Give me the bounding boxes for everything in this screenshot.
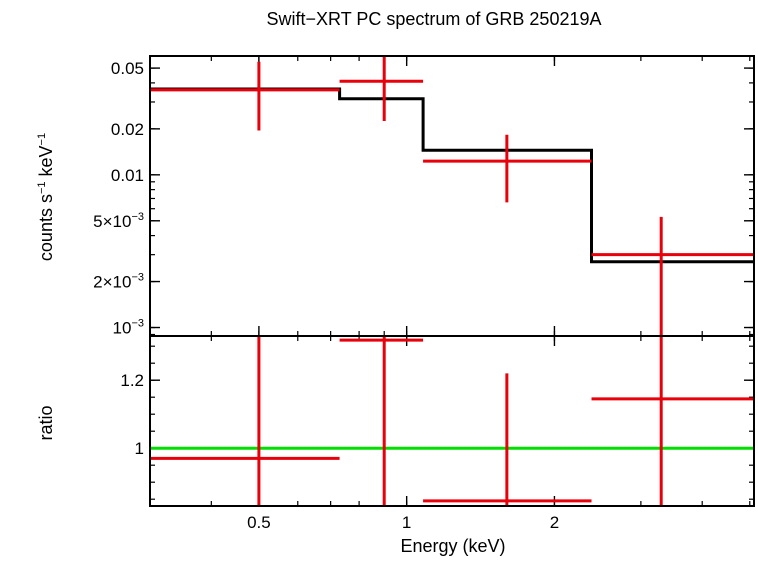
- model-step-line: [150, 87, 754, 264]
- x-tick-label: 2: [550, 513, 559, 532]
- y-tick-label: 1: [135, 439, 144, 458]
- spectrum-y-axis-title: counts s−1 keV−1: [36, 133, 56, 261]
- x-axis-title: Energy (keV): [400, 536, 505, 556]
- y-tick-label: 0.02: [111, 120, 144, 139]
- y-tick-label: 10−3: [113, 318, 144, 338]
- panel-frame: [149, 55, 755, 337]
- y-tick-label: 1.2: [120, 371, 144, 390]
- ratio-y-axis-title: ratio: [36, 405, 56, 440]
- y-tick-label: 0.01: [111, 166, 144, 185]
- spectrum-panel: 0.05 0.02 0.01 5×10−3 2×10−3 10−3: [93, 55, 755, 338]
- ratio-panel: 1.2 1 0.5 1 2: [120, 335, 755, 532]
- x-tick-label: 0.5: [247, 513, 271, 532]
- chart-title: Swift−XRT PC spectrum of GRB 250219A: [267, 9, 602, 29]
- y-tick-label: 0.05: [111, 59, 144, 78]
- y-tick-label: 5×10−3: [93, 211, 144, 231]
- y-tick-label: 2×10−3: [93, 272, 144, 292]
- panel-frame: [149, 335, 755, 507]
- x-tick-label: 1: [402, 513, 411, 532]
